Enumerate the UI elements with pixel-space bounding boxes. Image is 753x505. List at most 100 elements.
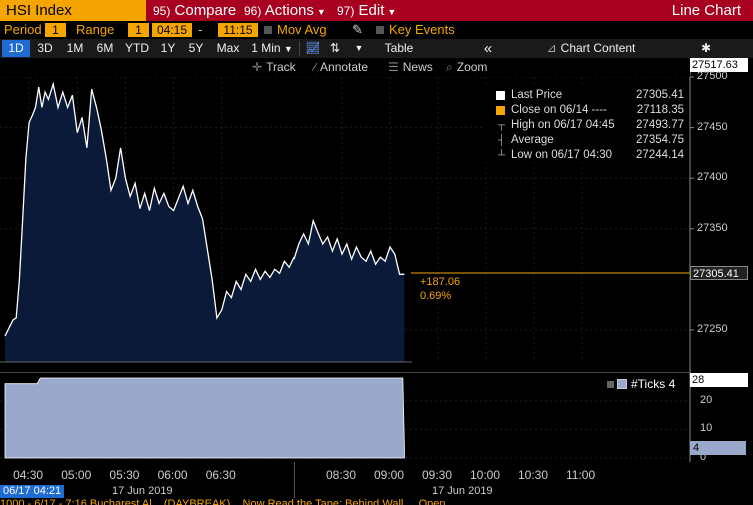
legend-value: 27244.14 [636,149,684,161]
compare-button[interactable]: 95) Compare [153,0,236,21]
interval-select[interactable]: 1 Min ▼ [248,40,296,57]
y-axis-tick-label: 27350 [697,221,728,234]
period-input[interactable]: 1 [45,23,66,37]
track-button[interactable]: ✛ Track [252,60,296,75]
key-events-label: Key Events [389,22,455,37]
interval-label: 1 Min [251,41,281,55]
x-axis-tick-label: 04:30 [13,468,44,482]
crosshair-icon: ✛ [252,60,263,74]
y-axis-top-box: 27517.63 [690,58,748,72]
annotate-icon: ∕ [314,60,317,74]
compare-label: Compare [174,2,237,19]
high-marker-icon: ┬ [498,120,506,131]
x-axis-tick-label: 05:30 [109,468,140,482]
gear-icon[interactable]: ✱ [700,41,712,55]
zoom-icon: ⌕ [446,60,453,74]
chart-content-button[interactable]: ⊿ Chart Content [536,40,646,57]
chart-content-label: Chart Content [560,41,636,55]
command-bar: HSI Index 95) Compare 96) Actions ▼ 97) E… [0,0,753,21]
chart-icon: ⊿ [546,41,557,55]
chevron-down-icon[interactable]: ▼ [354,43,364,53]
time-to-input[interactable]: 11:15 [218,23,258,37]
zoom-button[interactable]: ⌕ Zoom [446,60,487,75]
ticks-y-axis-tick-label: 0 [700,451,707,463]
change-absolute: +187.06 [420,276,461,288]
timeframe-max[interactable]: Max [216,41,240,55]
legend-label: Close on 06/14 ---- [511,104,607,116]
y-axis-tick-label: 27250 [697,323,728,335]
price-line [4,81,405,337]
sort-icon[interactable]: ⇅ [329,41,341,55]
timeframe-1y[interactable]: 1Y [160,41,176,55]
timeframe-6m[interactable]: 6M [96,41,114,55]
change-annotation: +187.06 0.69% [420,275,460,303]
legend-low[interactable]: ┴ Low on 06/17 04:30 27244.14 [484,148,686,163]
edit-number: 97) [337,4,355,18]
table-button[interactable]: Table [374,40,424,57]
x-axis-tick-label: 09:30 [422,468,453,482]
cursor-date-label: 06/17 04:21 [0,485,65,498]
mov-avg-label: Mov Avg [277,22,327,37]
low-marker-icon: ┴ [498,150,506,161]
track-label: Track [266,60,296,74]
divider [299,41,300,56]
timeframe-5y[interactable]: 5Y [188,41,204,55]
pencil-icon[interactable]: ✎ [352,22,363,37]
edit-label: Edit [358,2,385,19]
ticks-legend[interactable]: #Ticks 4 [607,377,675,391]
collapse-icon[interactable]: « [483,40,493,57]
ticks-legend-label: #Ticks [631,377,666,391]
average-marker-icon: ┤ [498,135,506,146]
x-axis-tick-label: 11:00 [566,468,596,482]
x-axis-date-right: 17 Jun 2019 [432,485,493,497]
y-axis-tick-label: 27500 [697,70,728,82]
ticks-area [4,377,405,459]
legend-label: Last Price [511,89,563,101]
legend-label: Low on 06/17 04:30 [511,149,613,161]
timeframe-3d[interactable]: 3D [37,41,53,55]
ticker-field[interactable]: HSI Index [0,0,146,21]
news-button[interactable]: ☰ News [388,60,433,75]
chart-tools-bar: ✛ Track ∕ Annotate ☰ News ⌕ Zoom [0,58,690,77]
timeframe-1d[interactable]: 1D [2,40,30,57]
period-label: Period [4,22,42,37]
legend-label: High on 06/17 04:45 [511,119,615,131]
ticks-last-box: 4 [690,441,746,455]
legend-dot-icon [607,381,614,388]
timeframe-1m[interactable]: 1M [66,41,84,55]
ticks-swatch-icon [617,379,627,389]
ticks-chart[interactable] [0,372,753,462]
legend-close[interactable]: Close on 06/14 ---- 27118.35 [484,103,686,118]
table-label: Table [384,41,414,55]
chevron-down-icon: ▼ [387,7,397,17]
annotate-button[interactable]: ∕ Annotate [314,60,368,75]
timeframe-ytd[interactable]: YTD [125,41,149,55]
ticks-legend-value: 4 [668,377,676,391]
edit-button[interactable]: 97) Edit ▼ [337,0,396,21]
ticks-y-axis-tick-label: 10 [700,422,713,435]
key-events-toggle[interactable]: Key Events [376,22,455,38]
legend-high[interactable]: ┬ High on 06/17 04:45 27493.77 [484,118,686,133]
actions-number: 96) [244,4,262,18]
x-axis-date-left: 17 Jun 2019 [112,485,173,497]
range-input[interactable]: 1 [128,23,149,37]
mov-avg-toggle[interactable]: Mov Avg [264,22,327,38]
x-axis-tick-label: 10:30 [518,468,549,482]
line-chart-icon[interactable]: 📈︎ [305,41,321,55]
time-separator: - [198,22,203,37]
legend-average[interactable]: ┤ Average 27354.75 [484,133,686,148]
legend-value: 27118.35 [636,104,684,116]
news-icon: ☰ [388,60,399,74]
zoom-label: Zoom [456,60,488,74]
actions-button[interactable]: 96) Actions ▼ [244,0,326,21]
time-from-input[interactable]: 04:15 [152,23,192,37]
news-ticker[interactable]: 1000 - 6/17 - 7:16 Bucharest Al... (DAYB… [0,498,446,505]
legend-value: 27354.75 [636,134,684,146]
legend: Last Price 27305.41 Close on 06/14 ---- … [484,87,686,163]
x-axis: 04:30 05:00 05:30 06:00 06:30 08:30 09:00 09:30… [0,462,690,505]
legend-last-price[interactable]: Last Price 27305.41 [484,88,686,103]
x-axis-tick-label: 06:00 [157,468,188,482]
legend-value: 27305.41 [636,89,684,101]
news-label: News [402,60,433,74]
x-axis-tick-label: 08:30 [326,468,357,482]
